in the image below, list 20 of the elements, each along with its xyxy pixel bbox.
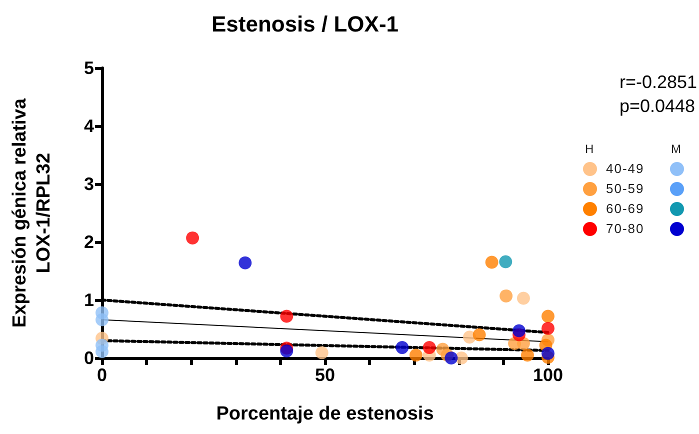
x-tick-label: 50 xyxy=(314,365,336,385)
y-tick-label: 4 xyxy=(84,116,94,136)
text: p=0.0448 xyxy=(619,96,696,116)
x-tick-label: 0 xyxy=(96,365,108,385)
text: M xyxy=(671,142,681,156)
y-tick-label: 1 xyxy=(84,290,94,310)
chart-title: Estenosis / LOX-1 xyxy=(211,12,399,36)
x-axis-title: Porcentaje de estenosis xyxy=(216,404,434,424)
legend-label: 70-80 xyxy=(606,221,644,236)
y-axis-title: Expresión génica relativa LOX-1/RPL32 xyxy=(10,98,54,328)
y-tick-label: 5 xyxy=(84,58,94,78)
text: H xyxy=(585,142,594,156)
legend-label: 50-59 xyxy=(606,181,644,196)
legend-label: 60-69 xyxy=(606,201,644,216)
y-tick-label: 0 xyxy=(84,348,94,368)
x-tick-label: 100 xyxy=(532,365,564,385)
legend-label: 40-49 xyxy=(606,161,644,176)
y-tick-label: 2 xyxy=(84,232,94,252)
text: r=-0.2851 xyxy=(619,72,698,92)
y-tick-label: 3 xyxy=(84,174,94,194)
